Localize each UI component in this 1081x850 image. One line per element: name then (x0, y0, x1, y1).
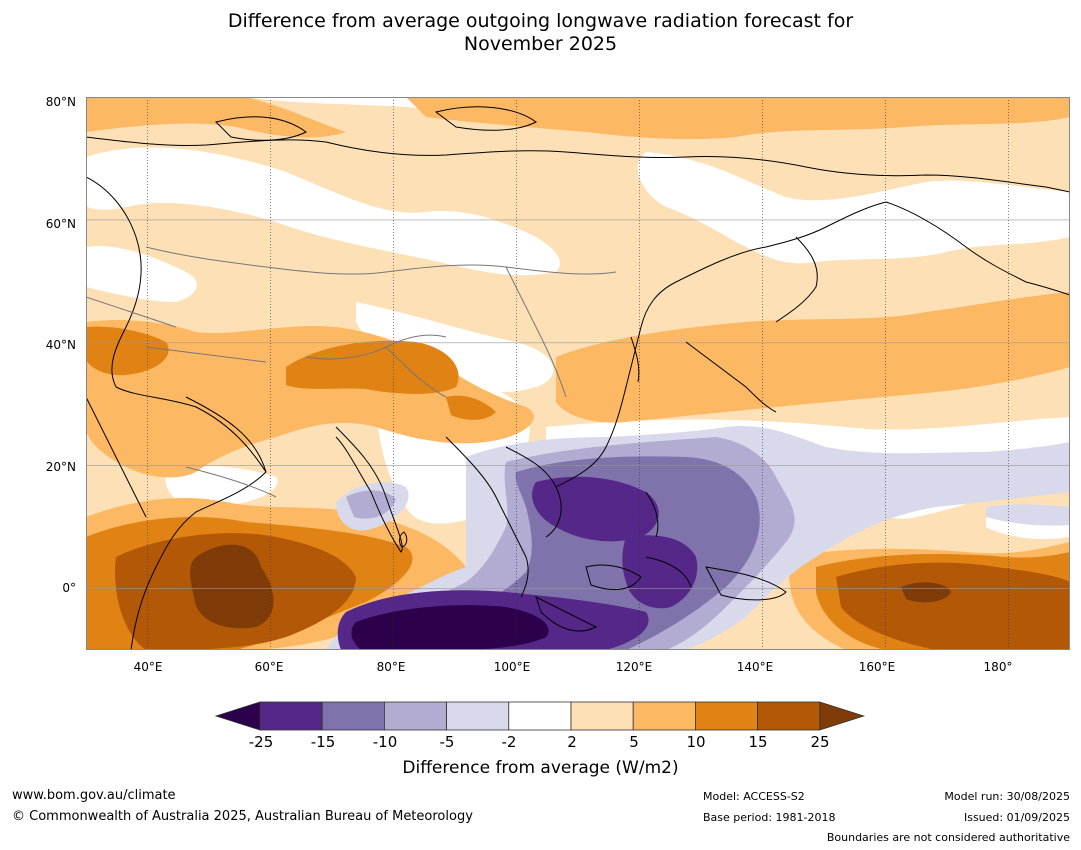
colorbar-tick: 10 (686, 733, 706, 751)
colorbar-cell (757, 701, 821, 731)
lon-label-180: 180° (983, 660, 1013, 674)
colorbar-cell (446, 701, 510, 731)
colorbar-tick: 25 (810, 733, 830, 751)
lon-label-120e: 120°E (615, 660, 653, 674)
issued-date: Issued: 01/09/2025 (963, 811, 1070, 824)
anomaly-below-minus-25 (351, 605, 549, 650)
country-borders (86, 246, 617, 498)
colorbar-tick: 2 (567, 733, 577, 751)
colorbar-tick: -15 (310, 733, 336, 751)
colorbar-cell (259, 701, 323, 731)
lat-label-60n: 60°N (45, 217, 76, 231)
model-name: Model: ACCESS-S2 (703, 790, 805, 803)
base-period: Base period: 1981-2018 (703, 811, 836, 824)
colorbar-cell (508, 701, 572, 731)
colorbar-cell (570, 701, 634, 731)
lat-label-80n: 80°N (45, 95, 76, 109)
map-title: Difference from average outgoing longwav… (0, 10, 1081, 56)
lon-label-100e: 100°E (493, 660, 531, 674)
lat-label-40n: 40°N (45, 338, 76, 352)
colorbar-cell (694, 701, 758, 731)
lon-label-160e: 160°E (858, 660, 896, 674)
colorbar-cell (632, 701, 696, 731)
lon-label-140e: 140°E (736, 660, 774, 674)
colorbar-cell (383, 701, 447, 731)
lat-label-equator: 0° (62, 581, 76, 595)
colorbar-extend-low (214, 701, 261, 731)
gridlines (86, 97, 1070, 650)
coastlines (86, 106, 1070, 650)
model-run-date: Model run: 30/08/2025 (944, 790, 1070, 803)
title-line-2: November 2025 (463, 33, 618, 55)
bom-website-link[interactable]: www.bom.gov.au/climate (12, 788, 176, 803)
title-line-1: Difference from average outgoing longwav… (227, 10, 854, 32)
colorbar (214, 701, 866, 731)
anomaly-above-25 (190, 544, 951, 629)
colorbar-tick: -25 (248, 733, 274, 751)
colorbar-tick: -2 (501, 733, 517, 751)
colorbar-tick: -5 (439, 733, 455, 751)
colorbar-extend-high (819, 701, 866, 731)
olr-anomaly-map (86, 97, 1070, 650)
boundaries-disclaimer: Boundaries are not considered authoritat… (826, 831, 1070, 844)
copyright-notice: © Commonwealth of Australia 2025, Austra… (12, 809, 473, 824)
colorbar-tick: 5 (629, 733, 639, 751)
lat-label-20n: 20°N (45, 460, 76, 474)
colorbar-tick: 15 (748, 733, 768, 751)
lon-label-60e: 60°E (254, 660, 284, 674)
map-frame (86, 97, 1070, 650)
lon-label-80e: 80°E (376, 660, 406, 674)
lon-label-40e: 40°E (133, 660, 163, 674)
colorbar-cell (321, 701, 385, 731)
colorbar-label: Difference from average (W/m2) (402, 758, 679, 778)
colorbar-tick: -10 (372, 733, 398, 751)
